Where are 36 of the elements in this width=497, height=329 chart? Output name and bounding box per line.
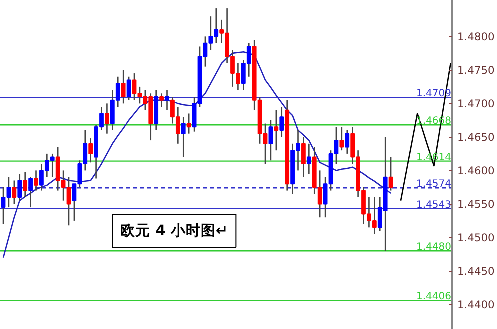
candlestick [121,70,126,104]
ref-line-label: 1.4574 [416,179,452,190]
annotation: 欧元 4 小时图↵ [120,222,228,240]
y-tick-label: 1.4600 [458,164,496,178]
candlestick [280,106,284,138]
candlestick [268,120,274,162]
candlestick [181,116,186,158]
candlestick [186,113,192,134]
candlestick [340,126,344,152]
ref-line-label: 1.4543 [416,200,452,211]
candlestick [34,170,38,192]
candlestick [28,176,33,208]
candlestick [345,130,350,155]
y-tick-label: 1.4400 [458,298,496,312]
ref-line-label: 1.4480 [416,242,452,254]
candlestick [388,156,393,192]
candlestick [302,136,306,178]
y-tick-label: 1.4700 [458,98,496,111]
candlestick [126,76,132,101]
candlestick [12,180,17,205]
candlestick [105,103,110,134]
y-tick-label: 1.4450 [458,265,496,278]
ref-line-label: 1.4406 [416,292,452,303]
candlestick [160,92,164,108]
candlestick [165,90,170,112]
y-tick-label: 1.4750 [458,64,496,78]
candlestick [23,171,28,198]
candlestick [274,110,279,152]
y-tick-label: 1.4650 [458,131,496,144]
candlestick [18,173,22,202]
y-tick-label: 1.4800 [458,30,496,44]
candlestick [88,138,94,164]
y-tick-label: 1.4500 [458,232,496,245]
candlestick [306,143,312,175]
y-tick-label: 1.4550 [458,198,496,212]
line-series [400,62,452,202]
